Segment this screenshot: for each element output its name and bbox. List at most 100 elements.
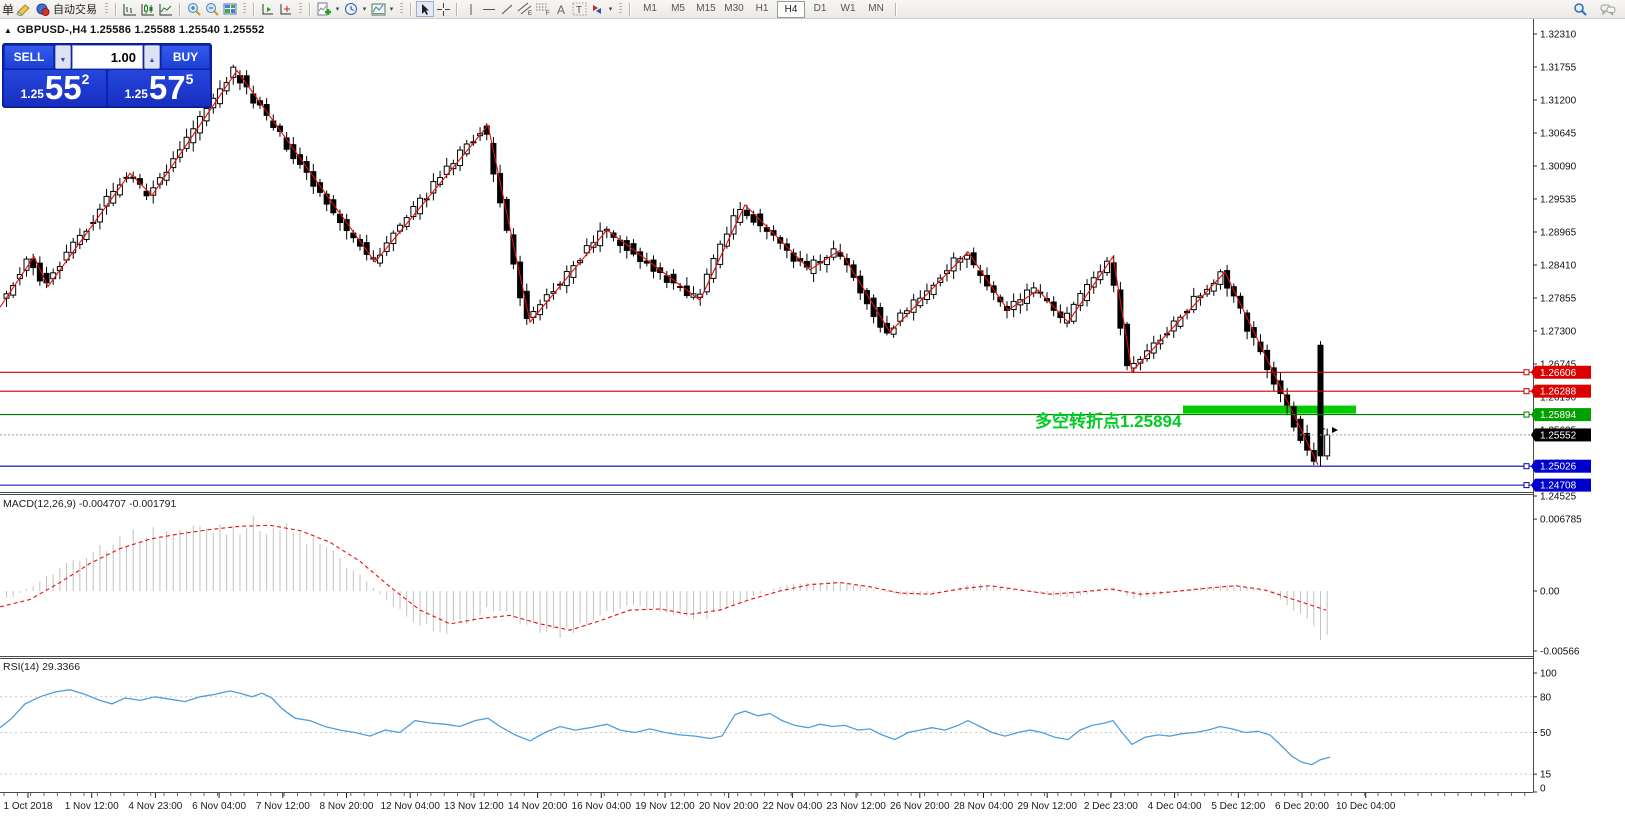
- auto-scroll-button[interactable]: [259, 1, 277, 17]
- price-axis[interactable]: 1.32310 1.31755 1.31200 1.30645 1.30090 1.295…: [1523, 30, 1591, 503]
- svg-text:1.25894: 1.25894: [1540, 410, 1577, 421]
- candles: [3, 64, 1331, 467]
- price-tick-label: 1.31200: [1540, 96, 1577, 107]
- periods-clock-button[interactable]: [342, 1, 360, 17]
- horizontal-line-button[interactable]: [480, 1, 498, 17]
- panel-collapse-icon[interactable]: ▲: [4, 25, 12, 35]
- sell-price[interactable]: 1.25 55 2: [4, 70, 106, 106]
- indicators-button[interactable]: [315, 1, 333, 17]
- macd-panel: 0.006785 0.00 -0.00566: [0, 515, 1582, 657]
- new-order-icon[interactable]: [14, 1, 32, 17]
- date-label: 1 Oct 2018: [4, 801, 53, 812]
- support-highlight-bar[interactable]: [1183, 405, 1356, 414]
- date-label: 13 Nov 12:00: [444, 801, 504, 812]
- timeframe-m5-button[interactable]: M5: [671, 2, 685, 14]
- timeframe-m30-button[interactable]: M30: [724, 2, 744, 14]
- date-label: 1 Nov 12:00: [65, 801, 119, 812]
- macd-tick-label: 0.00: [1540, 587, 1560, 598]
- zoom-out-button[interactable]: [203, 1, 221, 17]
- chat-icon[interactable]: [1599, 1, 1617, 17]
- price-tick-label: 1.30090: [1540, 162, 1577, 173]
- svg-text:A: A: [557, 3, 565, 16]
- date-label: 23 Nov 12:00: [826, 801, 886, 812]
- timeframe-mn-button[interactable]: MN: [868, 2, 884, 14]
- bar-chart-button[interactable]: [121, 1, 139, 17]
- annotation-text[interactable]: 多空转折点1.25894: [1035, 411, 1182, 431]
- price-level-label: 1.24708: [1531, 478, 1591, 492]
- line-handle[interactable]: [1523, 463, 1530, 470]
- time-axis[interactable]: 1 Oct 2018 1 Nov 12:00 4 Nov 23:00 6 Nov 04…: [3, 793, 1526, 812]
- svg-text:1.24708: 1.24708: [1540, 481, 1577, 492]
- timeframe-w1-button[interactable]: W1: [840, 2, 856, 14]
- timeframe-m15-button[interactable]: M15: [696, 2, 716, 14]
- timeframe-bar: M1 M5 M15 M30 H1 H4 D1 W1 MN: [637, 0, 889, 18]
- arrows-shapes-button[interactable]: [588, 1, 606, 17]
- price-tick-label: 1.28965: [1540, 228, 1577, 239]
- line-chart-button[interactable]: [157, 1, 175, 17]
- rsi-panel: 100 80 50 15 0: [0, 669, 1557, 795]
- price-tick-label: 1.27300: [1540, 327, 1577, 338]
- zigzag-line[interactable]: [0, 69, 1319, 466]
- line-handle[interactable]: [1523, 482, 1530, 489]
- vertical-line-button[interactable]: [462, 1, 480, 17]
- caret-up-icon: ▲: [148, 56, 156, 64]
- trendline-button[interactable]: [498, 1, 516, 17]
- timeframe-m1-button[interactable]: M1: [643, 2, 657, 14]
- tile-windows-button[interactable]: [221, 1, 239, 17]
- timeframe-d1-button[interactable]: D1: [813, 2, 827, 14]
- chart-header: ▲ GBPUSD-,H4 1.25586 1.25588 1.25540 1.2…: [4, 24, 264, 36]
- line-handle[interactable]: [1523, 411, 1530, 418]
- date-label: 26 Nov 20:00: [890, 801, 950, 812]
- indicators-dropdown[interactable]: ▾: [335, 6, 340, 13]
- date-label: 10 Dec 04:00: [1336, 801, 1396, 812]
- candlestick-chart-button[interactable]: [139, 1, 157, 17]
- rsi-tick-label: 0: [1540, 784, 1546, 795]
- rsi-tick-label: 50: [1540, 728, 1552, 739]
- volume-decrease-button[interactable]: ▼: [55, 45, 71, 69]
- date-label: 19 Nov 12:00: [635, 801, 695, 812]
- line-handle[interactable]: [1523, 369, 1530, 376]
- rsi-tick-label: 100: [1540, 669, 1557, 680]
- templates-dropdown[interactable]: ▾: [389, 6, 394, 13]
- fibonacci-button[interactable]: F: [534, 1, 552, 17]
- svg-text:1.26288: 1.26288: [1540, 387, 1577, 398]
- cursor-button[interactable]: [416, 1, 435, 17]
- line-handle[interactable]: [1523, 388, 1530, 395]
- date-label: 29 Nov 12:00: [1017, 801, 1077, 812]
- svg-text:T: T: [576, 5, 582, 16]
- date-label: 12 Nov 04:00: [380, 801, 440, 812]
- volume-increase-button[interactable]: ▲: [144, 45, 160, 69]
- volume-input[interactable]: 1.00: [72, 45, 143, 69]
- equidistant-channel-button[interactable]: E: [516, 1, 534, 17]
- macd-signal-line: [0, 524, 1327, 631]
- chart-title: GBPUSD-,H4 1.25586 1.25588 1.25540 1.255…: [16, 24, 265, 36]
- crosshair-button[interactable]: [434, 1, 452, 17]
- price-tick-label: 1.30645: [1540, 129, 1577, 140]
- autotrading-icon: [36, 3, 50, 16]
- svg-text:1.25552: 1.25552: [1540, 430, 1577, 441]
- arrows-dropdown[interactable]: ▾: [608, 6, 613, 13]
- chart-shift-button[interactable]: [277, 1, 295, 17]
- timeframe-h1-button[interactable]: H1: [755, 2, 769, 14]
- price-markers: [1318, 425, 1338, 433]
- date-label: 4 Nov 23:00: [128, 801, 182, 812]
- macd-label: MACD(12,26,9) -0.004707 -0.001791: [3, 498, 177, 510]
- autotrading-button[interactable]: 自动交易: [32, 1, 101, 17]
- buy-price[interactable]: 1.25 57 5: [108, 70, 210, 106]
- text-label-button[interactable]: T: [570, 1, 588, 17]
- periods-dropdown[interactable]: ▾: [362, 6, 367, 13]
- buy-button[interactable]: BUY: [161, 45, 210, 69]
- timeframe-h4-button[interactable]: H4: [777, 0, 806, 18]
- toolbar: 单 自动交易: [0, 0, 1625, 19]
- svg-text:E: E: [528, 11, 532, 16]
- price-level-label: 1.26606: [1531, 365, 1591, 379]
- text-button[interactable]: A: [552, 1, 570, 17]
- date-label: 5 Dec 12:00: [1211, 801, 1265, 812]
- rsi-line: [0, 689, 1331, 766]
- svg-text:F: F: [546, 11, 550, 16]
- templates-button[interactable]: [369, 1, 387, 17]
- search-icon[interactable]: [1571, 1, 1589, 17]
- zoom-in-button[interactable]: [185, 1, 203, 17]
- sell-button[interactable]: SELL: [4, 45, 54, 69]
